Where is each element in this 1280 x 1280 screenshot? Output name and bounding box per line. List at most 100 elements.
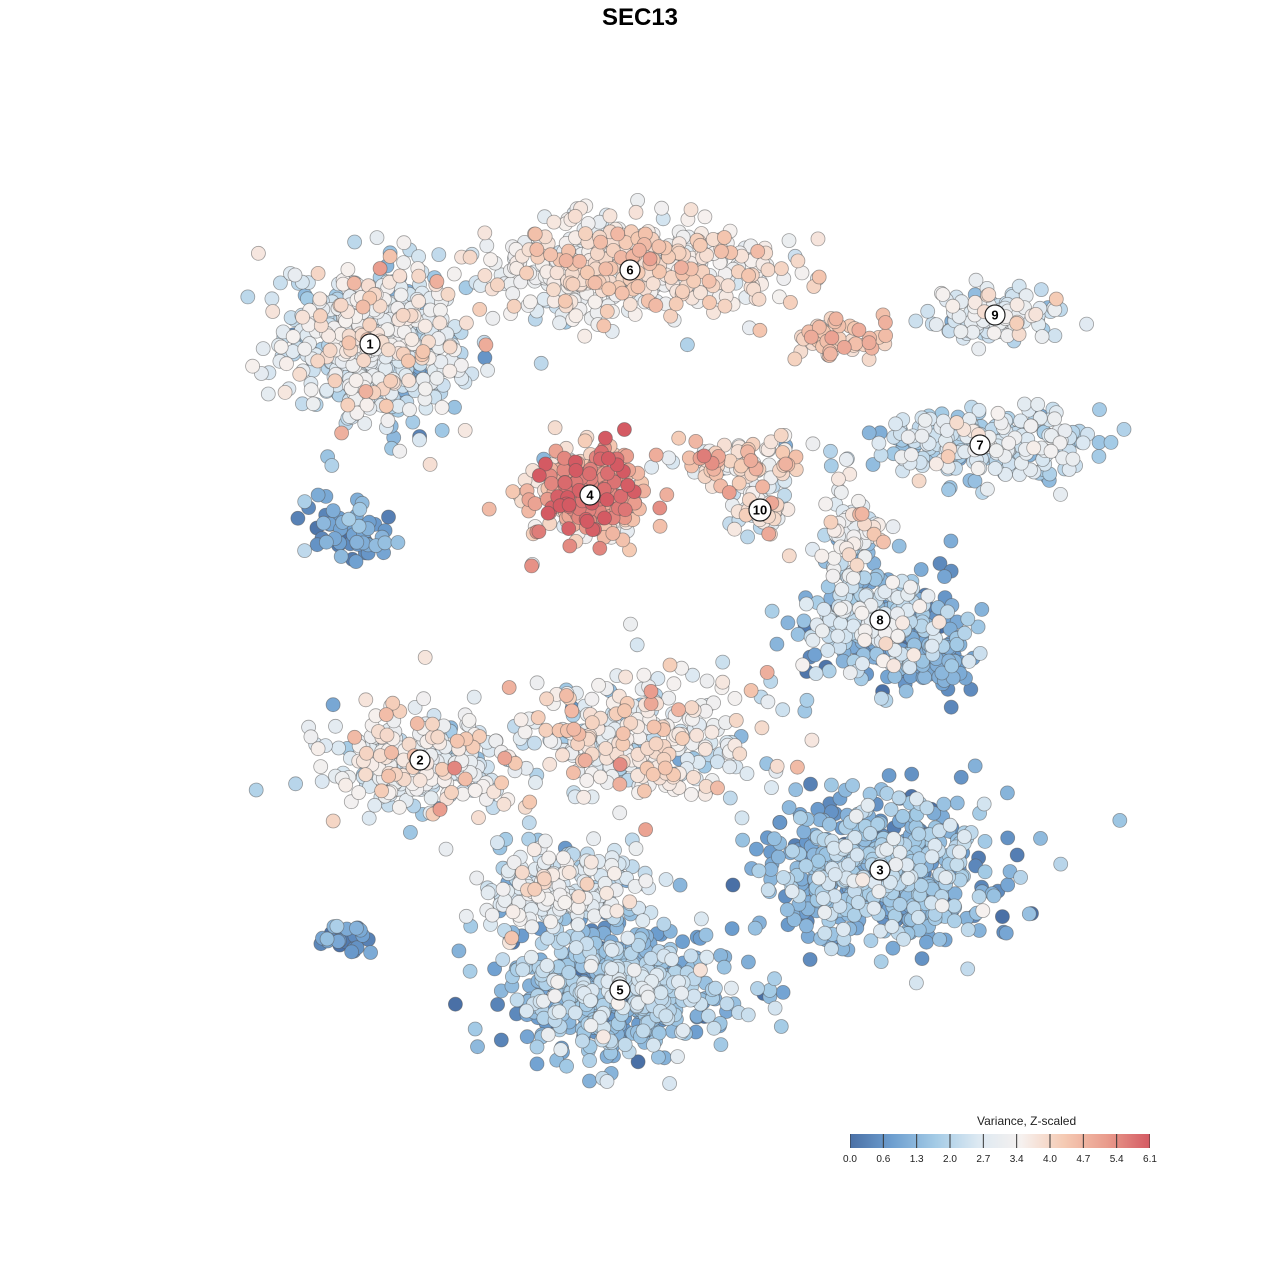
data-point [760,882,776,898]
data-point [759,665,775,680]
data-point [666,676,682,692]
data-point [432,802,448,817]
data-point [295,309,311,325]
data-point [529,242,545,257]
data-point [971,889,987,905]
data-point [630,1054,646,1070]
data-point [597,510,612,526]
data-point [568,940,584,955]
data-point [640,989,656,1005]
data-point [391,799,407,815]
data-point [369,230,385,246]
data-point [949,415,965,431]
data-point [471,810,486,825]
data-point [1053,856,1069,872]
data-point [481,501,497,517]
data-point [931,614,947,630]
data-point [287,267,303,283]
data-point [402,825,418,840]
data-point [279,356,294,372]
data-point [741,954,756,970]
data-point [601,451,616,466]
cluster-label-text: 1 [366,337,373,352]
data-point [346,275,362,291]
data-point [885,940,901,956]
data-point [528,775,543,790]
data-point [292,366,308,382]
data-point [968,272,984,288]
data-point [325,697,341,713]
data-point [529,675,545,691]
legend-tick-label: 4.0 [1043,1154,1057,1165]
data-point [990,405,1006,421]
data-point [895,615,910,631]
data-point [623,616,638,632]
data-point [885,519,901,535]
data-point [579,773,595,788]
data-point [761,526,777,542]
data-point [692,237,708,253]
data-point [400,353,416,369]
cluster-label-text: 8 [876,613,883,628]
data-point [1048,291,1064,307]
data-point [561,521,577,536]
data-point [546,214,562,230]
cluster-label-6: 6 [619,259,641,281]
data-point [395,307,411,323]
data-point [582,1053,597,1068]
data-point [659,487,675,503]
data-point [593,769,608,785]
data-point [1075,435,1091,451]
data-point [751,291,767,307]
data-point [648,447,664,463]
data-point [546,282,561,298]
data-point [643,696,659,712]
data-point [845,778,860,793]
data-point [904,766,920,782]
data-point [372,261,388,276]
data-point [780,615,796,631]
data-point [811,870,827,886]
data-point [683,948,699,964]
data-point [651,1025,667,1041]
legend-tick-label: 3.4 [1009,1154,1024,1165]
data-point [417,318,433,334]
data-point [824,330,840,346]
data-point [683,787,699,802]
data-point [741,268,756,283]
data-point [754,720,770,736]
data-point [447,399,462,415]
data-point [351,518,367,534]
data-point [457,422,473,438]
data-point [325,503,341,519]
data-point [381,509,396,525]
data-point [467,1021,483,1037]
data-point [653,985,669,1001]
data-point [587,275,603,291]
cluster-label-5: 5 [609,979,631,1001]
data-point [490,277,505,293]
data-point [567,1005,583,1021]
data-point [701,273,717,289]
data-point [803,776,818,792]
data-point [551,1004,567,1020]
data-point [402,402,417,418]
data-point [727,521,742,537]
data-point [799,918,814,934]
data-point [529,1039,545,1055]
data-point [810,231,826,247]
data-point [750,981,765,996]
data-point [1028,306,1044,322]
data-point [447,996,463,1012]
data-point [561,497,577,513]
data-point [849,847,865,863]
data-point [717,298,733,314]
data-point [697,209,713,225]
data-point [773,427,789,443]
data-point [469,870,485,886]
data-point [524,919,540,935]
data-point [980,481,995,497]
data-point [310,353,326,369]
color-legend: Variance, Z-scaled 0.0 0.6 1.3 2.0 2.7 3.4 4.0… [840,1112,1170,1172]
data-point [790,627,806,642]
